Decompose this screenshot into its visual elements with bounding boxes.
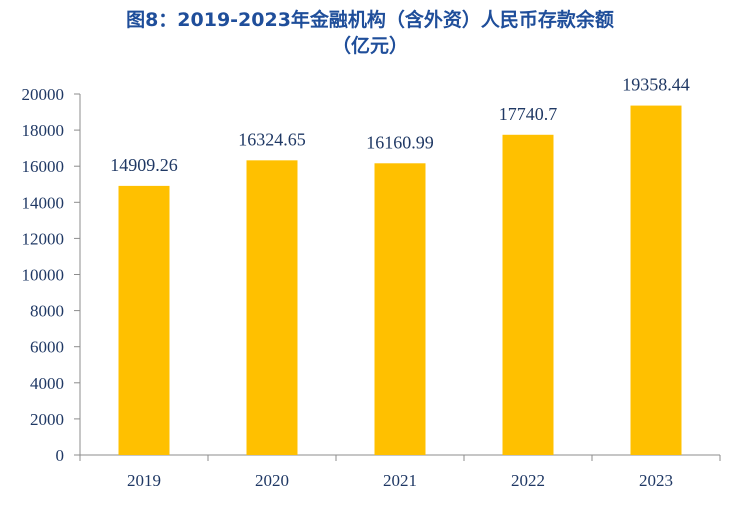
bar <box>246 160 298 455</box>
x-tick-label: 2020 <box>255 471 289 490</box>
bar-value-label: 19358.44 <box>622 75 690 95</box>
bar-value-label: 16324.65 <box>238 129 306 149</box>
data-labels: 14909.26 16324.65 16160.99 17740.7 19358.44 <box>110 75 690 175</box>
bar-value-label: 14909.26 <box>110 155 178 175</box>
y-tick-label: 2000 <box>30 410 64 429</box>
x-tick-label: 2023 <box>639 471 673 490</box>
x-tick-label: 2022 <box>511 471 545 490</box>
chart-title: 图8：2019-2023年金融机构（含外资）人民币存款余额 <box>126 9 614 31</box>
y-tick-label: 6000 <box>30 338 64 357</box>
x-axis: 2019 2020 2021 2022 2023 <box>79 454 721 490</box>
bar <box>374 163 426 455</box>
y-tick-label: 4000 <box>30 374 64 393</box>
y-tick-label: 10000 <box>22 266 65 285</box>
y-axis: 0 2000 4000 6000 8000 10000 12000 14000 16000 180… <box>22 85 81 465</box>
bar-value-label: 16160.99 <box>366 132 434 152</box>
y-tick-label: 12000 <box>22 229 65 248</box>
chart-subtitle-unit: （亿元） <box>331 35 408 57</box>
bar <box>502 134 554 455</box>
bar <box>630 105 682 456</box>
y-tick-label: 18000 <box>22 121 65 140</box>
bar <box>118 185 170 455</box>
y-tick-label: 16000 <box>22 157 65 176</box>
y-tick-label: 0 <box>56 446 65 465</box>
y-tick-label: 8000 <box>30 302 64 321</box>
x-tick-label: 2019 <box>127 471 161 490</box>
bar-value-label: 17740.7 <box>499 104 558 124</box>
bars <box>118 105 682 456</box>
y-tick-label: 20000 <box>22 85 65 104</box>
y-tick-label: 14000 <box>22 193 65 212</box>
x-tick-label: 2021 <box>383 471 417 490</box>
